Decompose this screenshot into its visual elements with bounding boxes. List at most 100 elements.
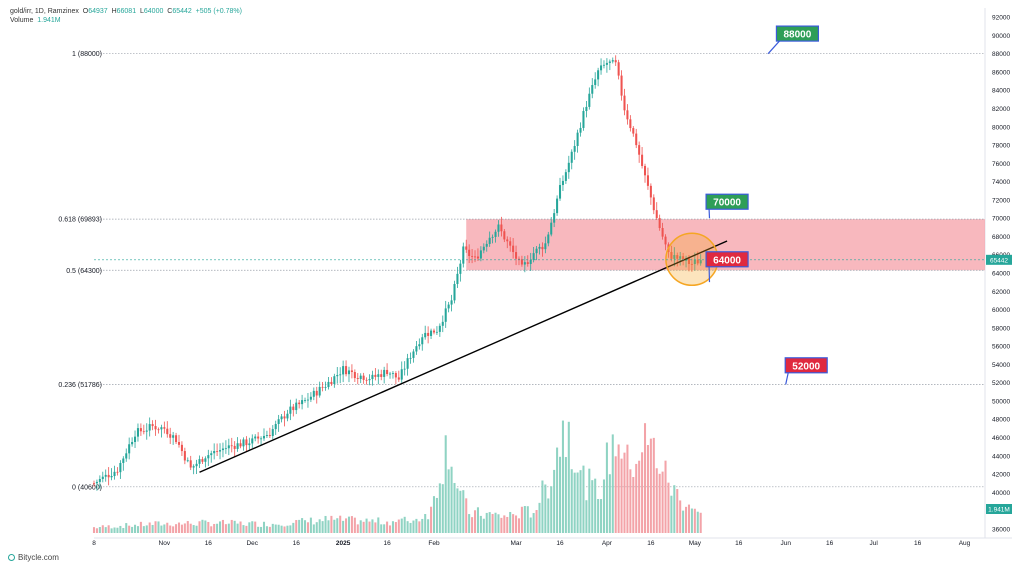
candle-body [690,263,693,265]
volume-bar [602,479,606,533]
volume-value: 1.941M [37,17,61,24]
candle-body [600,65,603,71]
candle-body [538,246,541,249]
candle-body [541,246,544,250]
close-value: 65442 [172,8,192,15]
callout-label: 64000 [713,255,741,266]
candle-body [517,258,521,260]
candle-body [336,374,339,377]
candle-body [380,374,383,377]
candle-body [421,337,424,345]
y-tick-label: 78000 [992,143,1010,150]
volume-bar [687,504,691,533]
candle-body [476,256,479,259]
candle-body [400,369,403,380]
volume-bar [655,468,658,533]
volume-tag [986,504,1012,514]
volume-bar [145,525,148,533]
candle-body [462,246,465,264]
candle-body [482,246,485,251]
volume-bar [271,523,274,533]
candle-body [163,427,166,429]
candle-body [333,376,336,385]
candle-body [92,483,96,484]
x-tick-label: Jul [869,540,878,547]
low-value: 64000 [143,8,164,15]
candle-body [682,256,685,261]
candle-body [687,258,691,264]
callout-label: 52000 [792,361,820,372]
candle-body [670,252,673,259]
candle-body [409,357,412,359]
callout-label: 70000 [713,198,741,209]
symbol-label: gold/irr, 1D, Ramzinex [10,8,79,15]
last-price-tag [986,254,1012,265]
volume-bar [166,522,169,533]
volume-bar [98,527,101,533]
candle-body [641,154,644,166]
candle-body [195,463,198,467]
volume-bar [359,520,362,533]
volume-bar [336,518,339,533]
volume-bar [594,478,597,533]
volume-bar [415,518,418,533]
volume-bar [491,513,494,533]
volume-bar [462,490,465,533]
support-trendline [199,240,728,473]
candle-body [664,236,667,245]
candle-body [371,374,374,380]
high-value: 66081 [116,8,137,15]
x-tick-label: 16 [556,540,564,547]
candle-body [418,344,421,347]
volume-bar [221,519,224,533]
y-tick-label: 90000 [992,33,1010,40]
volume-bar [189,523,192,533]
y-tick-label: 60000 [992,307,1010,314]
candle-body [453,283,456,301]
volume-bar [582,465,585,533]
volume-bar [456,488,459,533]
volume-bar [128,525,131,533]
y-tick-label: 54000 [992,362,1010,369]
candle-body [362,375,365,380]
candle-body [213,450,216,454]
volume-bar [403,516,406,533]
candle-body [142,431,145,433]
candle-body [166,428,169,435]
candle-body [383,369,386,377]
close-label: C [167,8,173,15]
volume-bar [529,517,532,533]
candle-body [277,419,280,424]
candle-body [221,448,224,451]
candle-body [430,330,433,336]
candle-body [356,378,359,379]
volume-bar [553,469,556,533]
candle-body [494,231,497,237]
watermark: Bitycle.com [8,553,59,562]
volume-bar [500,517,503,533]
x-tick-label: Jun [780,540,791,547]
volume-bar [342,520,345,533]
candle-body [386,369,389,375]
volume-bar [260,526,263,533]
volume-bar [101,525,104,533]
candle-body [157,429,160,431]
candle-body [230,445,233,447]
x-tick-label: Nov [159,540,171,547]
volume-bar [321,521,324,533]
volume-bar [629,469,632,533]
y-tick-label: 92000 [992,15,1010,22]
candle-body [661,227,664,237]
volume-bar [476,507,479,533]
candle-body [327,381,330,388]
volume-bar [236,523,239,533]
volume-bar [424,514,427,533]
candle-body [611,60,614,62]
candle-body [131,441,134,445]
candle-body [412,351,415,358]
volume-bar [649,438,652,533]
candle-body [558,185,562,199]
volume-bar [488,512,491,533]
volume-bar [690,508,693,533]
candle-body [394,373,397,378]
